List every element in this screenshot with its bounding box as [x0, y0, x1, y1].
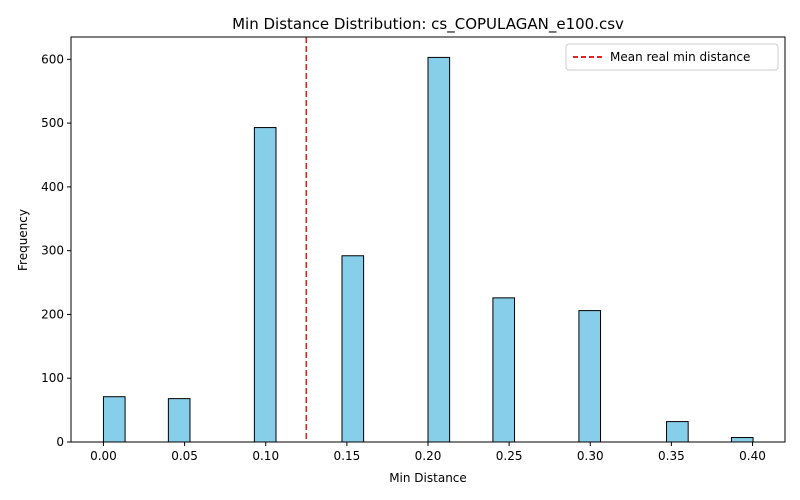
y-tick-label: 600 [41, 52, 64, 66]
histogram-bar-4 [427, 56, 451, 443]
legend: Mean real min distance [565, 43, 779, 71]
histogram-bar-3 [341, 255, 365, 443]
histogram-bar-2 [253, 127, 277, 443]
y-tick-label: 400 [41, 180, 64, 194]
y-tick-label: 100 [41, 371, 64, 385]
x-tick-label: 0.15 [334, 449, 361, 463]
x-tick-label: 0.05 [171, 449, 198, 463]
histogram-bar-7 [666, 421, 689, 443]
bars-layer [102, 56, 754, 443]
x-tick-label: 0.35 [658, 449, 685, 463]
x-axis-ticks: 0.00 0.05 0.10 0.15 0.20 0.25 0.30 0.35 0.40 [90, 442, 766, 463]
histogram-bar-1 [167, 398, 191, 443]
y-tick-label: 200 [41, 307, 64, 321]
legend-mean-label: Mean real min distance [610, 50, 750, 64]
y-tick-label: 300 [41, 244, 64, 258]
chart-title: Min Distance Distribution: cs_COPULAGAN_… [232, 15, 624, 34]
histogram-bar-0 [102, 396, 126, 443]
x-tick-label: 0.00 [90, 449, 117, 463]
x-axis-label: Min Distance [389, 471, 467, 485]
x-tick-label: 0.40 [739, 449, 766, 463]
y-axis-ticks: 0 100 200 300 400 500 600 [41, 52, 71, 449]
x-tick-label: 0.30 [577, 449, 604, 463]
histogram-bar-5 [492, 297, 516, 443]
x-tick-label: 0.20 [415, 449, 442, 463]
y-tick-label: 0 [56, 435, 64, 449]
histogram-bar-6 [578, 310, 602, 443]
histogram-bar-8 [730, 437, 754, 443]
x-tick-label: 0.25 [496, 449, 523, 463]
x-tick-label: 0.10 [252, 449, 279, 463]
y-tick-label: 500 [41, 116, 64, 130]
y-axis-label: Frequency [16, 209, 30, 271]
legend-box [565, 43, 779, 71]
